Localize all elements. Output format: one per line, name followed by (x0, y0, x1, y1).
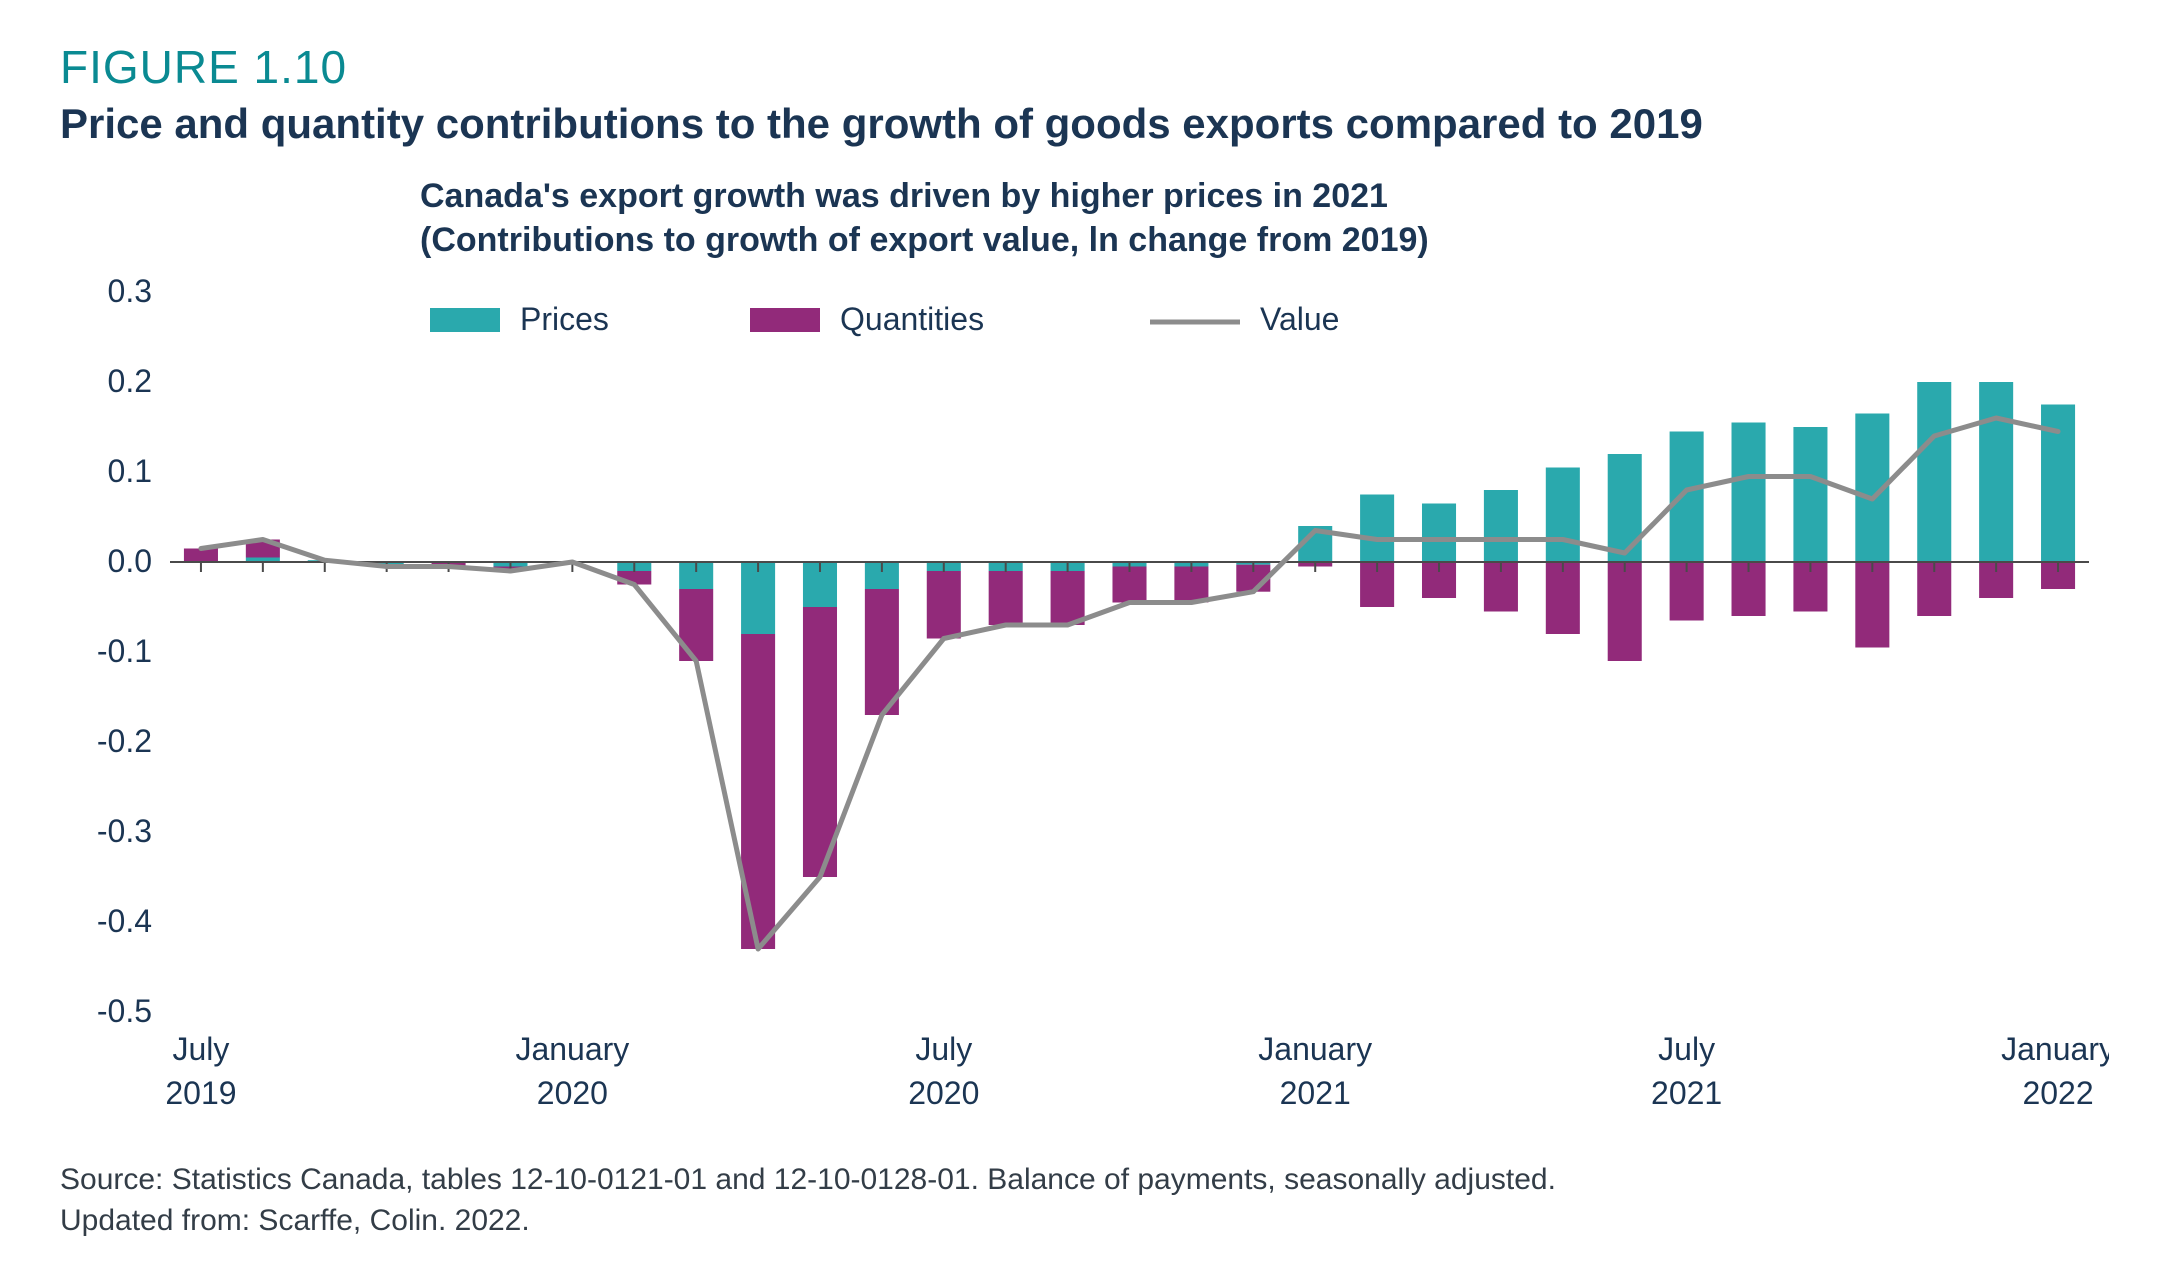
bar-quantities (989, 571, 1023, 625)
subtitle-line2: (Contributions to growth of export value… (420, 221, 1429, 259)
bar-prices (1608, 454, 1642, 562)
bar-quantities (1051, 571, 1085, 625)
footer-line1: Source: Statistics Canada, tables 12-10-… (60, 1163, 1556, 1196)
bar-prices (1670, 432, 1704, 563)
y-tick-label: -0.4 (97, 903, 152, 939)
bar-quantities (1546, 562, 1580, 634)
bar-prices (741, 562, 775, 634)
legend-label-prices: Prices (520, 301, 609, 337)
figure-container: FIGURE 1.10 Price and quantity contribut… (0, 0, 2169, 1274)
x-tick-label-month: January (2001, 1031, 2109, 1067)
y-tick-label: 0.3 (108, 273, 152, 309)
y-tick-label: 0.2 (108, 363, 152, 399)
bar-quantities (927, 571, 961, 639)
figure-title: Price and quantity contributions to the … (60, 100, 2109, 148)
subtitle-line1: Canada's export growth was driven by hig… (420, 177, 1388, 215)
bar-prices (1979, 382, 2013, 562)
bar-prices (1732, 423, 1766, 563)
bar-prices (1360, 495, 1394, 563)
x-tick-label-month: July (1658, 1031, 1715, 1067)
x-tick-label-year: 2019 (165, 1075, 236, 1111)
legend: Prices Quantities Value (430, 301, 1339, 337)
legend-swatch-prices (430, 308, 500, 332)
bar-quantities (1608, 562, 1642, 661)
chart: Prices Quantities Value 0.3 0.2 0.1 0.0 -0.1 -0.… (60, 272, 2109, 1142)
bar-quantities (803, 607, 837, 877)
x-tick-label-month: July (915, 1031, 972, 1067)
figure-subtitle: Canada's export growth was driven by hig… (420, 174, 2109, 262)
value-line (201, 418, 2058, 949)
y-tick-label: -0.1 (97, 633, 152, 669)
x-tick-label-year: 2020 (908, 1075, 979, 1111)
legend-label-value: Value (1260, 301, 1339, 337)
footer-line2: Updated from: Scarffe, Colin. 2022. (60, 1204, 530, 1237)
figure-number: FIGURE 1.10 (60, 40, 2109, 94)
legend-label-quantities: Quantities (840, 301, 984, 337)
legend-swatch-quantities (750, 308, 820, 332)
x-tick-label-year: 2022 (2022, 1075, 2093, 1111)
x-tick-label-year: 2020 (537, 1075, 608, 1111)
bar-prices (1484, 490, 1518, 562)
y-tick-label: -0.5 (97, 993, 152, 1029)
x-tick-label-month: January (515, 1031, 629, 1067)
bar-prices (1917, 382, 1951, 562)
bar-prices (1793, 427, 1827, 562)
x-tick-label-year: 2021 (1280, 1075, 1351, 1111)
bar-quantities (865, 589, 899, 715)
x-tick-label-month: January (1258, 1031, 1372, 1067)
bar-quantities (1855, 562, 1889, 648)
y-tick-label: -0.2 (97, 723, 152, 759)
figure-footer: Source: Statistics Canada, tables 12-10-… (60, 1160, 2109, 1241)
bar-prices (1422, 504, 1456, 563)
y-tick-label: 0.1 (108, 453, 152, 489)
y-tick-label: 0.0 (108, 543, 152, 579)
y-tick-label: -0.3 (97, 813, 152, 849)
x-tick-label-month: July (172, 1031, 229, 1067)
bar-prices (1546, 468, 1580, 563)
x-tick-label-year: 2021 (1651, 1075, 1722, 1111)
